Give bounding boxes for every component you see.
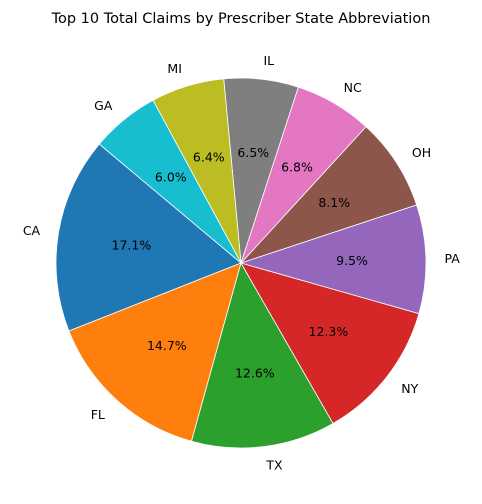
percent-labels: 17.1% 14.7% 12.6% 12.3% 9.5% 8.1% 6.8% 6.5% 6.4%… bbox=[112, 145, 368, 380]
pie-slices bbox=[55, 77, 427, 449]
pie-slice-pa bbox=[239, 204, 427, 315]
chart-title: Top 10 Total Claims by Prescriber State … bbox=[51, 11, 431, 27]
pie-slice-ca bbox=[55, 143, 242, 332]
percent-label-fl: 14.7% bbox=[147, 338, 187, 353]
percent-label-il: 6.5% bbox=[237, 145, 269, 160]
category-label-tx: TX bbox=[265, 457, 283, 472]
percent-label-nc: 6.8% bbox=[281, 160, 313, 175]
pie-slice-tx bbox=[191, 261, 334, 449]
category-label-oh: OH bbox=[412, 145, 431, 160]
category-label-ca: CA bbox=[23, 223, 41, 238]
percent-label-ga: 6.0% bbox=[155, 170, 187, 185]
percent-label-ny: 12.3% bbox=[309, 324, 349, 339]
pie-slice-ga bbox=[98, 99, 242, 264]
percent-label-tx: 12.6% bbox=[235, 366, 275, 381]
percent-label-pa: 9.5% bbox=[336, 253, 368, 268]
category-label-pa: PA bbox=[445, 251, 461, 266]
percent-label-oh: 8.1% bbox=[318, 195, 350, 210]
pie-slice-fl bbox=[68, 262, 242, 442]
category-label-ga: GA bbox=[94, 98, 113, 113]
percent-label-mi: 6.4% bbox=[193, 149, 225, 164]
category-label-il: IL bbox=[264, 53, 275, 68]
category-label-mi: MI bbox=[167, 61, 181, 76]
pie-slice-ny bbox=[240, 262, 420, 425]
pie-slice-oh bbox=[239, 126, 418, 264]
category-labels: CA FL TX NY PA OH NC IL MI GA bbox=[23, 53, 460, 472]
category-label-fl: FL bbox=[91, 407, 105, 422]
category-label-nc: NC bbox=[344, 80, 362, 95]
category-label-ny: NY bbox=[401, 381, 418, 396]
percent-label-ca: 17.1% bbox=[112, 238, 152, 253]
